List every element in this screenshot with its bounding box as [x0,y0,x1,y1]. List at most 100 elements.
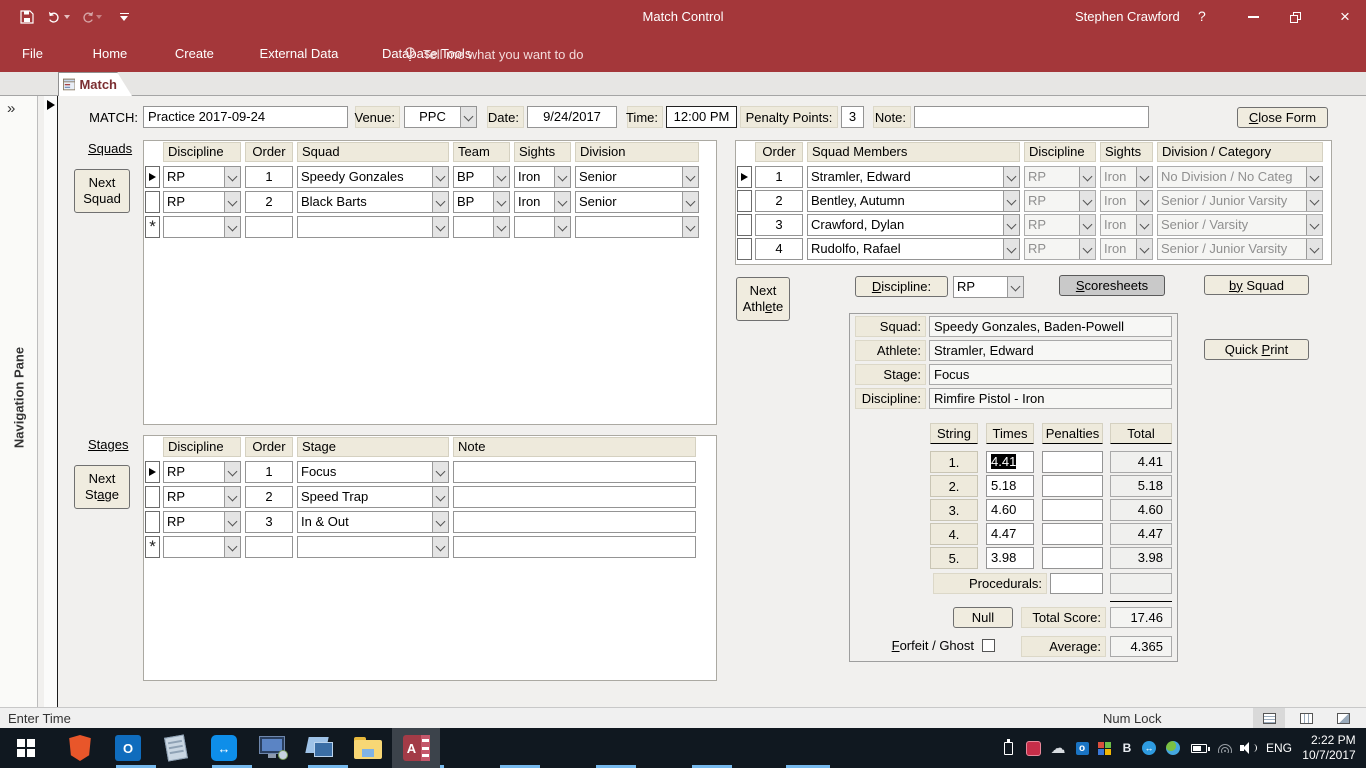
display-settings-icon[interactable] [1094,728,1114,768]
sights-combo[interactable]: Iron [514,166,571,188]
stage-combo[interactable]: In & Out [297,511,449,533]
venue-combo[interactable]: PPC [404,106,477,128]
chevron-down-icon[interactable] [432,217,448,237]
usb-icon[interactable] [998,728,1018,768]
col-header-sights[interactable]: Sights [514,142,571,162]
order-field[interactable]: 2 [245,486,293,508]
taskbar-file-explorer-icon[interactable] [344,728,732,768]
taskbar-notepad-icon[interactable] [152,728,348,768]
stage-combo[interactable]: Speed Trap [297,486,449,508]
division-combo[interactable] [575,216,699,238]
order-field[interactable]: 1 [245,166,293,188]
battery-icon[interactable] [1186,728,1212,768]
sights-combo[interactable] [514,216,571,238]
match-name-field[interactable]: Practice 2017-09-24 [143,106,348,128]
wifi-icon[interactable] [1214,728,1236,768]
order-field[interactable] [245,536,293,558]
customize-qat-icon[interactable] [116,10,132,24]
close-form-button[interactable]: Close Form [1237,107,1328,128]
time-entry-field[interactable]: 3.98 [986,547,1034,569]
col-header-team[interactable]: Team [453,142,510,162]
time-field[interactable]: 12:00 PM [666,106,737,128]
procedurals-field[interactable] [1050,573,1103,594]
penalty-entry-field[interactable] [1042,547,1103,569]
chevron-down-icon[interactable] [432,487,448,507]
chevron-down-icon[interactable] [224,192,240,212]
order-field[interactable]: 4 [755,238,803,260]
discipline-combo[interactable]: RP [163,166,241,188]
new-record-selector[interactable]: * [145,216,160,238]
chevron-down-icon[interactable] [682,167,698,187]
chevron-down-icon[interactable] [224,537,240,557]
stage-combo[interactable] [297,536,449,558]
order-field[interactable]: 3 [755,214,803,236]
taskbar-outlook-icon[interactable]: O [104,728,252,768]
tab-database-tools[interactable]: Database Tools [381,46,472,61]
save-icon[interactable] [18,8,36,26]
teamviewer-tray-icon[interactable]: ↔ [1138,728,1160,768]
note-field[interactable] [453,461,696,483]
taskbar-remote-desktop-icon[interactable] [248,728,540,768]
chevron-down-icon[interactable] [1003,191,1019,211]
row-selector[interactable] [737,214,752,236]
order-field[interactable]: 2 [755,190,803,212]
taskbar-console-icon[interactable] [296,728,636,768]
form-view-button[interactable] [1253,708,1285,728]
navigation-pane-collapsed[interactable] [0,96,38,707]
tab-home[interactable]: Home [92,46,128,61]
row-selector[interactable] [737,190,752,212]
chevron-down-icon[interactable] [432,512,448,532]
row-selector[interactable] [737,166,752,188]
close-icon[interactable]: × [1340,7,1350,26]
chevron-down-icon[interactable] [432,537,448,557]
next-squad-button[interactable]: Next Squad [74,169,130,213]
chevron-down-icon[interactable] [432,462,448,482]
new-record-selector[interactable]: * [145,536,160,558]
chevron-down-icon[interactable] [554,192,570,212]
chevron-down-icon[interactable] [493,192,509,212]
col-header-order[interactable]: Order [245,437,293,457]
discipline-filter-combo[interactable]: RP [953,276,1024,298]
date-field[interactable]: 9/24/2017 [527,106,617,128]
chevron-down-icon[interactable] [554,217,570,237]
expand-nav-pane-icon[interactable]: » [7,100,16,117]
order-field[interactable] [245,216,293,238]
chevron-down-icon[interactable] [1003,215,1019,235]
red-app-icon[interactable] [1022,728,1044,768]
chevron-down-icon[interactable] [224,512,240,532]
team-combo[interactable]: BP [453,166,510,188]
col-header-discipline[interactable]: Discipline [163,437,241,457]
note-field[interactable] [453,511,696,533]
null-button[interactable]: Null [953,607,1013,628]
time-entry-field[interactable]: 4.47 [986,523,1034,545]
col-header-squad-members[interactable]: Squad Members [807,142,1020,162]
forfeit-ghost-checkbox[interactable] [982,639,995,652]
next-stage-button[interactable]: Next Stage [74,465,130,509]
member-combo[interactable]: Crawford, Dylan [807,214,1020,236]
penalty-points-field[interactable]: 3 [841,106,864,128]
chevron-down-icon[interactable] [460,107,476,127]
chevron-down-icon[interactable] [682,217,698,237]
member-combo[interactable]: Stramler, Edward [807,166,1020,188]
col-header-division-category[interactable]: Division / Category [1157,142,1323,162]
discipline-combo[interactable] [163,216,241,238]
tab-file[interactable]: File [22,46,43,61]
time-entry-field[interactable]: 4.60 [986,499,1034,521]
chevron-down-icon[interactable] [432,192,448,212]
discipline-combo[interactable]: RP [163,511,241,533]
row-selector[interactable] [145,511,160,533]
start-button[interactable] [2,728,50,768]
stage-combo[interactable]: Focus [297,461,449,483]
chevron-down-icon[interactable] [682,192,698,212]
chevron-down-icon[interactable] [493,217,509,237]
col-header-discipline[interactable]: Discipline [163,142,241,162]
squad-combo[interactable] [297,216,449,238]
row-selector[interactable] [145,461,160,483]
quick-print-button[interactable]: Quick Print [1204,339,1309,360]
discipline-combo[interactable]: RP [163,486,241,508]
col-header-division[interactable]: Division [575,142,699,162]
squad-combo[interactable]: Speedy Gonzales [297,166,449,188]
time-entry-field[interactable]: 5.18 [986,475,1034,497]
order-field[interactable]: 3 [245,511,293,533]
order-field[interactable]: 2 [245,191,293,213]
